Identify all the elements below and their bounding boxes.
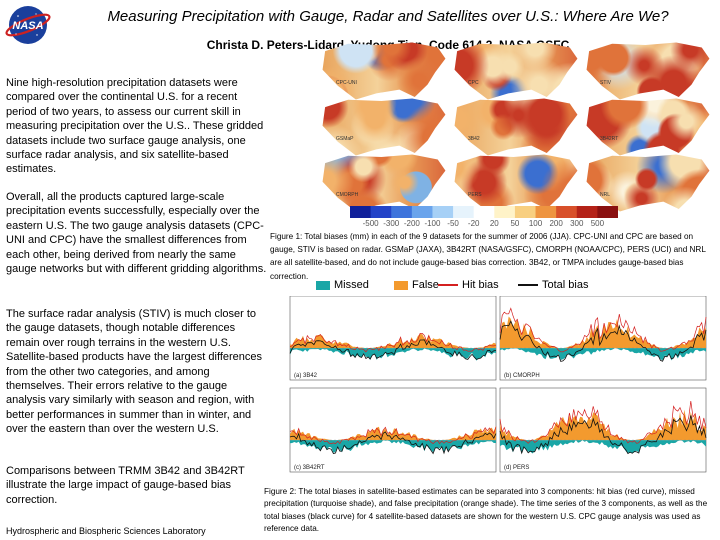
panel-label: (d) PERS [504,465,529,471]
hit-bias-line [499,400,707,444]
missed-precip-area [500,348,706,361]
colorbar-tick: -100 [424,219,441,228]
colorbar-tick: 100 [528,219,543,228]
lab-footer: Hydrospheric and Biospheric Sciences Lab… [6,526,206,536]
legend-false-label: False [412,279,439,291]
missed-precip-area [290,440,496,453]
panel-label: (c) 3B42RT [294,465,325,471]
missed-precip-area [500,440,706,454]
colorbar-segment [473,206,495,218]
paragraph-overall: Overall, all the products captured large… [6,191,267,276]
bias-map-label: GSMaP [336,136,354,142]
false-precip-area [290,425,496,441]
timeseries-panel: (d) PERS [499,387,707,473]
nasa-logo: NASA [5,6,51,44]
paragraph-trmm: Comparisons between TRMM 3B42 and 3B42RT… [6,465,245,506]
legend-missed-swatch [316,280,330,290]
colorbar-segment [514,206,537,218]
colorbar-tick: -200 [403,219,420,228]
hit-bias-line [499,307,707,353]
bias-map-cpc [454,42,578,100]
legend-total-bias-label: Total bias [542,279,589,291]
colorbar-segment [350,206,372,218]
colorbar-segment [556,206,578,218]
nasa-logo-text: NASA [12,20,43,32]
bias-map-label: 3B42 [468,136,480,142]
legend-missed-label: Missed [334,279,369,291]
colorbar-tick: 200 [549,219,563,228]
legend-hit-bias-label: Hit bias [462,279,499,291]
legend-total-bias: Total bias [518,279,588,291]
colorbar-tick: 50 [510,219,520,228]
colorbar-segment [391,206,413,218]
legend-hit-bias-swatch [438,284,458,286]
legend-false-swatch [394,280,408,290]
legend-total-bias-swatch [518,284,538,286]
colorbar-segment [370,206,392,218]
panel-label: (b) CMORPH [504,373,540,379]
bias-map-3b42rt [586,98,710,156]
bias-map-pers [454,154,578,212]
colorbar-tick: 300 [570,219,584,228]
bias-map-nrl [586,154,710,212]
false-precip-area [500,316,706,349]
total-bias-line [499,415,707,455]
legend-hit-bias: Hit bias [438,279,499,291]
colorbar-segment [453,206,475,218]
bias-map-3b42 [454,98,578,156]
colorbar-segment [597,206,618,218]
colorbar-tick: -50 [447,219,459,228]
page-title: Measuring Precipitation with Gauge, Rada… [107,8,669,25]
colorbar-tick: 20 [489,219,499,228]
figure-2-legend: Missed False Hit bias Total bias [292,279,602,293]
bias-maps-figure: CPC-UNI CPC STIV GSMaP 3B42 3B42RT CMORPH PERS N… [318,36,712,228]
colorbar-segment [432,206,454,218]
colorbar-labels: -500 -300 -200 -100 -50 -20 20 50 100 200 300 500 [350,219,618,228]
colorbar-segment [535,206,557,218]
panel-frame [289,387,497,473]
total-bias-line [499,320,707,362]
colorbar-segment [411,206,433,218]
bias-map-stiv [586,42,710,100]
panel-frame [289,296,497,381]
paragraph-radar: The surface radar analysis (STIV) is muc… [6,308,263,436]
bias-map-label: CPC [468,80,479,86]
bias-map-gsmap [322,98,446,156]
colorbar-tick: 500 [590,219,605,228]
legend-missed: Missed [316,279,369,291]
figure-1-caption: Figure 1: Total biases (mm) in each of t… [270,232,706,281]
bias-map-cpc-uni [322,42,446,100]
bias-map-label: PERS [468,192,482,198]
timeseries-panel: (a) 3B42 [289,296,497,381]
hit-bias-line [289,333,497,353]
legend-false: False [394,279,439,291]
timeseries-panel: (c) 3B42RT [289,387,497,473]
colorbar-tick: -500 [362,219,379,228]
colorbar-segment [494,206,516,218]
bias-map-label: STIV [600,80,612,86]
bias-map-label: 3B42RT [600,136,619,142]
bias-map-cmorph [322,154,446,212]
colorbar-segment [576,206,598,218]
paragraph-intro: Nine high-resolution precipitation datas… [6,77,264,176]
total-bias-line [289,339,497,360]
bias-map-label: CMORPH [336,192,359,198]
timeseries-panel: (b) CMORPH [499,296,707,381]
panel-label: (a) 3B42 [294,373,318,379]
hit-bias-line [289,426,497,445]
total-bias-line [289,431,497,455]
bias-map-label: CPC-UNI [336,80,357,86]
colorbar [350,206,618,218]
colorbar-tick: -20 [467,219,480,228]
bias-timeseries-figure: (a) 3B42 (b) CMORPH (c) 3B42RT (d) PERS [289,296,707,473]
bias-map-label: NRL [600,192,611,198]
colorbar-tick: -300 [383,219,400,228]
figure-2-caption: Figure 2: The total biases in satellite-… [264,487,708,534]
